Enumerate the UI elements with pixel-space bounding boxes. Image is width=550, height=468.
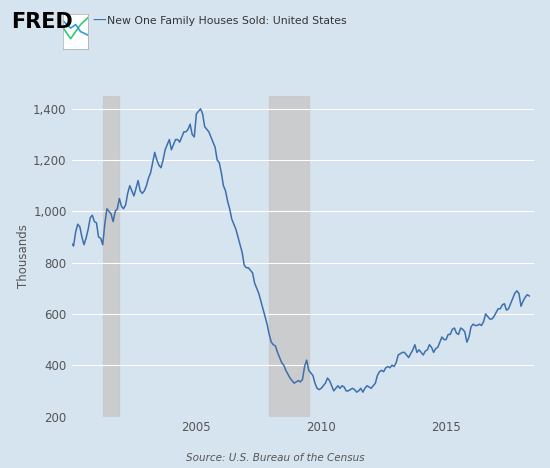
Text: New One Family Houses Sold: United States: New One Family Houses Sold: United State… xyxy=(107,16,347,26)
Text: —: — xyxy=(92,14,106,28)
Y-axis label: Thousands: Thousands xyxy=(18,224,30,288)
Text: FRED: FRED xyxy=(11,12,73,32)
Bar xyxy=(103,96,119,417)
Bar xyxy=(270,96,309,417)
Text: Source: U.S. Bureau of the Census: Source: U.S. Bureau of the Census xyxy=(186,453,364,463)
